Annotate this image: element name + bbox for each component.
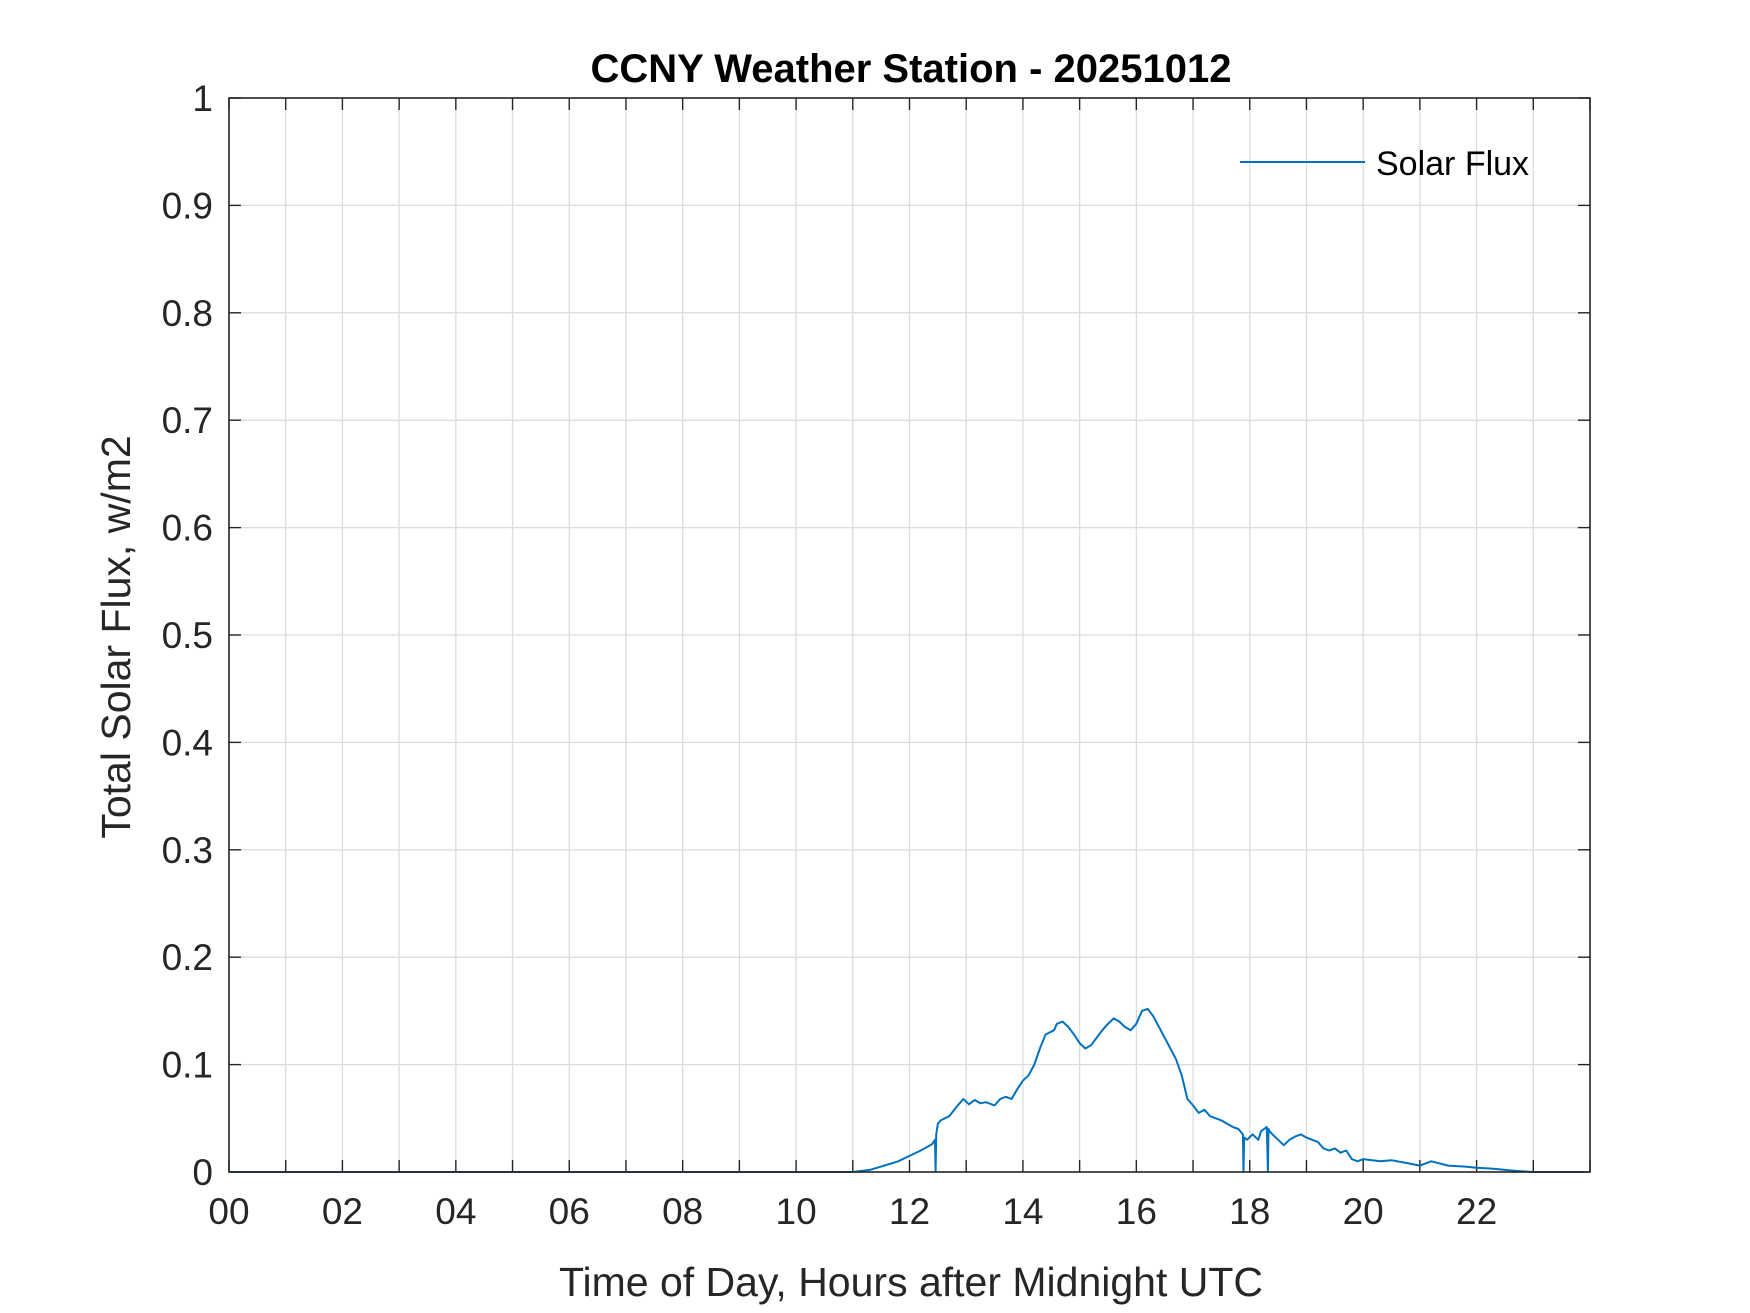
y-tick-label: 0.7 — [162, 400, 213, 441]
y-tick-label: 0.5 — [162, 615, 213, 656]
x-tick-label: 08 — [662, 1191, 703, 1232]
tick-label-layer: 0 0.1 0.2 0.3 0.4 0.5 0.6 0.7 0.8 0.9 1 00 02 04 06 08 1… — [162, 78, 1498, 1232]
x-tick-label: 12 — [889, 1191, 930, 1232]
series-layer — [229, 1007, 1585, 1173]
plot-frame — [228, 97, 1591, 1173]
x-tick-label: 20 — [1343, 1191, 1384, 1232]
x-tick-label: 16 — [1116, 1191, 1157, 1232]
y-tick-label: 0.6 — [162, 508, 213, 549]
x-tick-label: 06 — [549, 1191, 590, 1232]
legend: Solar Flux — [1240, 145, 1529, 183]
chart-title: CCNY Weather Station - 20251012 — [591, 47, 1232, 91]
y-axis-label: Total Solar Flux, w/m2 — [93, 435, 139, 838]
y-tick-label: 0.2 — [162, 937, 213, 978]
x-axis-label: Time of Day, Hours after Midnight UTC — [559, 1259, 1263, 1305]
y-tick-label: 0.3 — [162, 830, 213, 871]
x-tick-label: 18 — [1229, 1191, 1270, 1232]
y-tick-label: 0.1 — [162, 1045, 213, 1086]
x-tick-label: 22 — [1456, 1191, 1497, 1232]
x-tick-label: 02 — [322, 1191, 363, 1232]
y-tick-label: 0.4 — [162, 722, 213, 763]
x-tick-label: 14 — [1002, 1191, 1043, 1232]
legend-label-solar-flux: Solar Flux — [1376, 145, 1529, 183]
y-tick-label: 0 — [192, 1152, 213, 1193]
x-tick-label: 10 — [776, 1191, 817, 1232]
x-tick-label: 00 — [208, 1191, 249, 1232]
x-tick-label: 04 — [435, 1191, 476, 1232]
y-tick-label: 0.8 — [162, 293, 213, 334]
series-line-solar-flux — [229, 1007, 1585, 1173]
y-tick-label: 0.9 — [162, 185, 213, 226]
y-tick-label: 1 — [192, 78, 213, 119]
